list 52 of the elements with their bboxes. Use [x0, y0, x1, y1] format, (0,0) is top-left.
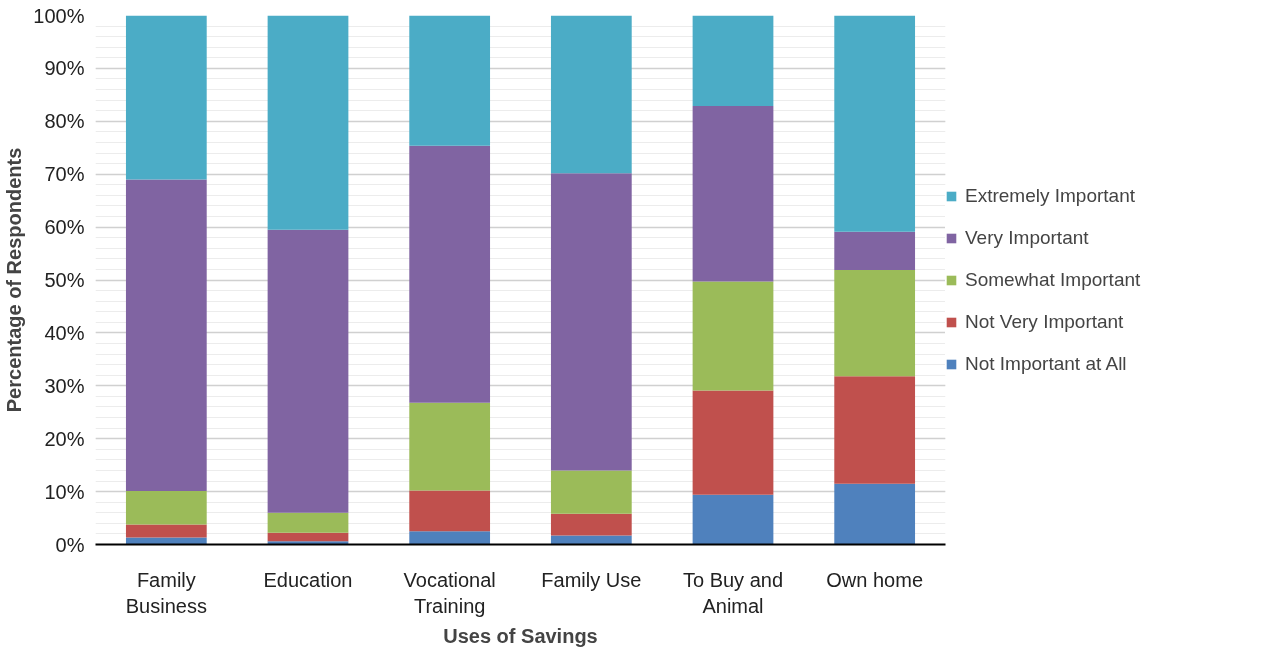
y-tick-label: 20% [44, 427, 85, 450]
x-tick-label: Family Use [541, 568, 642, 591]
x-tick-label: Education [263, 568, 353, 591]
y-tick-label: 30% [44, 374, 85, 397]
x-axis-title: Uses of Savings [443, 624, 598, 647]
bar [692, 390, 774, 495]
y-axis-title: Percentage of Respondents [3, 147, 26, 413]
y-tick-label: 80% [44, 110, 85, 133]
y-tick-label: 50% [44, 269, 85, 291]
legend-label: Somewhat Important [965, 268, 1141, 291]
bar [267, 512, 349, 533]
bar [409, 490, 491, 532]
bar [125, 15, 207, 180]
legend-label: Not Important at All [965, 352, 1127, 375]
bar [267, 541, 349, 545]
bar [550, 173, 632, 471]
bar [550, 15, 632, 174]
bar [834, 269, 916, 377]
bar [409, 402, 491, 491]
bar [267, 532, 349, 542]
y-tick-label: 90% [44, 57, 85, 80]
y-tick-label: 10% [44, 480, 85, 503]
bar [834, 15, 916, 232]
bar [267, 229, 349, 513]
bar [409, 15, 491, 146]
legend-label: Very Important [965, 226, 1089, 249]
bar [409, 531, 491, 545]
bar [409, 145, 491, 403]
y-tick-label: 0% [55, 533, 85, 556]
bar [125, 491, 207, 525]
bar [267, 15, 349, 230]
bar [692, 494, 774, 545]
bar [692, 281, 774, 391]
y-tick-label: 60% [44, 216, 85, 239]
x-tick-label: Family Business [125, 568, 207, 617]
bar [125, 179, 207, 492]
x-tick-label: Vocational Training [403, 568, 496, 617]
bar [692, 15, 774, 106]
bar [834, 231, 916, 270]
legend-label: Extremely Important [965, 184, 1135, 207]
y-tick-label: 70% [44, 163, 85, 186]
bar [834, 376, 916, 484]
bar [692, 105, 774, 282]
y-tick-label: 40% [44, 321, 85, 344]
y-tick-label: 100% [33, 4, 85, 27]
bar [834, 483, 916, 545]
bar [125, 524, 207, 538]
legend-label: Not Very Important [965, 310, 1124, 333]
x-tick-label: Own home [826, 568, 924, 591]
x-tick-label: To Buy and Animal [682, 568, 784, 617]
bar [550, 513, 632, 536]
bar [550, 470, 632, 514]
